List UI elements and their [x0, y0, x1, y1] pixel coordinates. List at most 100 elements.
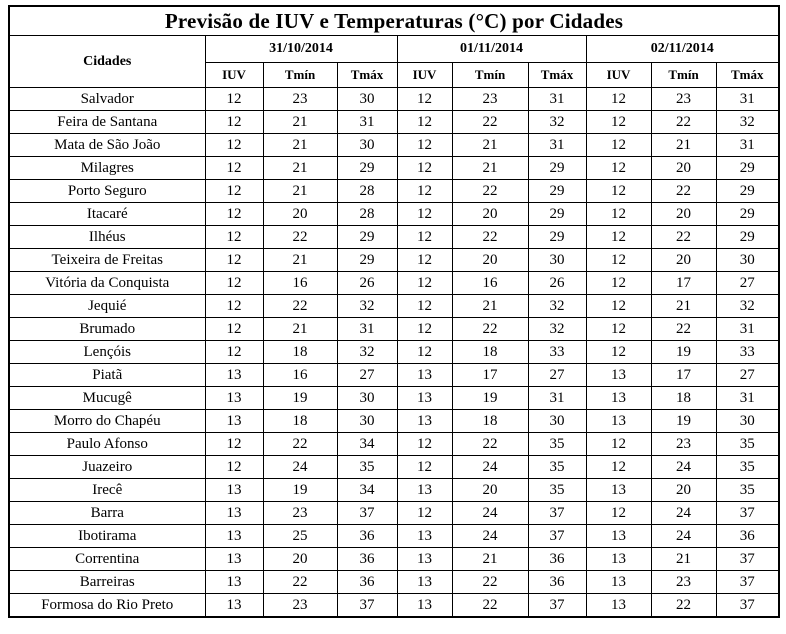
table-row: Irecê 13 19 34 13 20 35 13 20 35 — [8, 478, 780, 502]
table-row: Ibotirama 13 25 36 13 24 37 13 24 36 — [8, 524, 780, 548]
value-cell: 16 — [262, 363, 338, 387]
value-cell: 12 — [585, 87, 652, 111]
city-cell: Formosa do Rio Preto — [8, 593, 206, 618]
value-cell: 13 — [585, 478, 652, 502]
value-cell: 31 — [715, 386, 780, 410]
value-cell: 13 — [585, 363, 652, 387]
value-cell: 37 — [336, 501, 398, 525]
value-cell: 23 — [262, 593, 338, 618]
city-cell: Correntina — [8, 547, 206, 571]
value-cell: 12 — [204, 248, 264, 272]
value-cell: 12 — [396, 340, 453, 364]
city-cell: Ilhéus — [8, 225, 206, 249]
value-cell: 37 — [715, 547, 780, 571]
column-header-tmin: Tmín — [451, 62, 529, 88]
value-cell: 30 — [715, 409, 780, 433]
value-cell: 13 — [585, 570, 652, 594]
column-header-tmin: Tmín — [650, 62, 717, 88]
city-cell: Milagres — [8, 156, 206, 180]
city-cell: Jequié — [8, 294, 206, 318]
city-cell: Teixeira de Freitas — [8, 248, 206, 272]
table-row: Brumado 12 21 31 12 22 32 12 22 31 — [8, 317, 780, 341]
value-cell: 21 — [650, 294, 717, 318]
value-cell: 31 — [715, 87, 780, 111]
value-cell: 13 — [396, 570, 453, 594]
table-row: Lençóis 12 18 32 12 18 33 12 19 33 — [8, 340, 780, 364]
table-row: Paulo Afonso 12 22 34 12 22 35 12 23 35 — [8, 432, 780, 456]
value-cell: 27 — [527, 363, 587, 387]
column-header-iuv: IUV — [396, 62, 453, 88]
value-cell: 22 — [451, 225, 529, 249]
value-cell: 29 — [527, 225, 587, 249]
value-cell: 12 — [204, 110, 264, 134]
value-cell: 13 — [585, 386, 652, 410]
value-cell: 12 — [204, 317, 264, 341]
value-cell: 16 — [451, 271, 529, 295]
value-cell: 12 — [204, 340, 264, 364]
value-cell: 29 — [715, 225, 780, 249]
value-cell: 32 — [527, 317, 587, 341]
value-cell: 27 — [336, 363, 398, 387]
column-header-tmax: Tmáx — [715, 62, 780, 88]
value-cell: 22 — [451, 179, 529, 203]
page-title: Previsão de IUV e Temperaturas (°C) por … — [8, 5, 780, 36]
value-cell: 18 — [650, 386, 717, 410]
value-cell: 19 — [650, 340, 717, 364]
table-row: Jequié 12 22 32 12 21 32 12 21 32 — [8, 294, 780, 318]
table-row: Salvador 12 23 30 12 23 31 12 23 31 — [8, 87, 780, 111]
date-header-3: 02/11/2014 — [585, 35, 780, 63]
title-row: Previsão de IUV e Temperaturas (°C) por … — [8, 5, 780, 36]
column-header-cidades: Cidades — [8, 35, 206, 88]
value-cell: 30 — [336, 409, 398, 433]
value-cell: 13 — [204, 524, 264, 548]
value-cell: 37 — [715, 593, 780, 618]
value-cell: 20 — [650, 202, 717, 226]
value-cell: 21 — [451, 547, 529, 571]
city-cell: Barra — [8, 501, 206, 525]
value-cell: 35 — [715, 478, 780, 502]
value-cell: 20 — [262, 202, 338, 226]
value-cell: 37 — [715, 570, 780, 594]
value-cell: 21 — [262, 156, 338, 180]
value-cell: 31 — [527, 87, 587, 111]
value-cell: 12 — [396, 455, 453, 479]
value-cell: 24 — [650, 455, 717, 479]
value-cell: 16 — [262, 271, 338, 295]
value-cell: 23 — [262, 87, 338, 111]
value-cell: 12 — [204, 179, 264, 203]
value-cell: 21 — [451, 133, 529, 157]
value-cell: 26 — [336, 271, 398, 295]
value-cell: 29 — [527, 156, 587, 180]
value-cell: 12 — [585, 202, 652, 226]
value-cell: 24 — [650, 501, 717, 525]
value-cell: 22 — [262, 225, 338, 249]
value-cell: 22 — [451, 432, 529, 456]
value-cell: 12 — [396, 87, 453, 111]
value-cell: 35 — [527, 455, 587, 479]
value-cell: 13 — [396, 478, 453, 502]
value-cell: 22 — [451, 110, 529, 134]
value-cell: 23 — [451, 87, 529, 111]
value-cell: 22 — [262, 570, 338, 594]
value-cell: 24 — [262, 455, 338, 479]
value-cell: 37 — [715, 501, 780, 525]
value-cell: 13 — [396, 593, 453, 618]
value-cell: 37 — [527, 524, 587, 548]
table-row: Barra 13 23 37 12 24 37 12 24 37 — [8, 501, 780, 525]
value-cell: 32 — [715, 294, 780, 318]
value-cell: 31 — [336, 110, 398, 134]
value-cell: 13 — [585, 409, 652, 433]
value-cell: 22 — [451, 317, 529, 341]
value-cell: 19 — [451, 386, 529, 410]
value-cell: 29 — [527, 202, 587, 226]
value-cell: 22 — [451, 570, 529, 594]
column-header-tmin: Tmín — [262, 62, 338, 88]
value-cell: 12 — [585, 455, 652, 479]
table-row: Ilhéus 12 22 29 12 22 29 12 22 29 — [8, 225, 780, 249]
value-cell: 22 — [451, 593, 529, 618]
value-cell: 13 — [396, 524, 453, 548]
city-cell: Morro do Chapéu — [8, 409, 206, 433]
value-cell: 30 — [715, 248, 780, 272]
value-cell: 12 — [585, 110, 652, 134]
value-cell: 37 — [336, 593, 398, 618]
